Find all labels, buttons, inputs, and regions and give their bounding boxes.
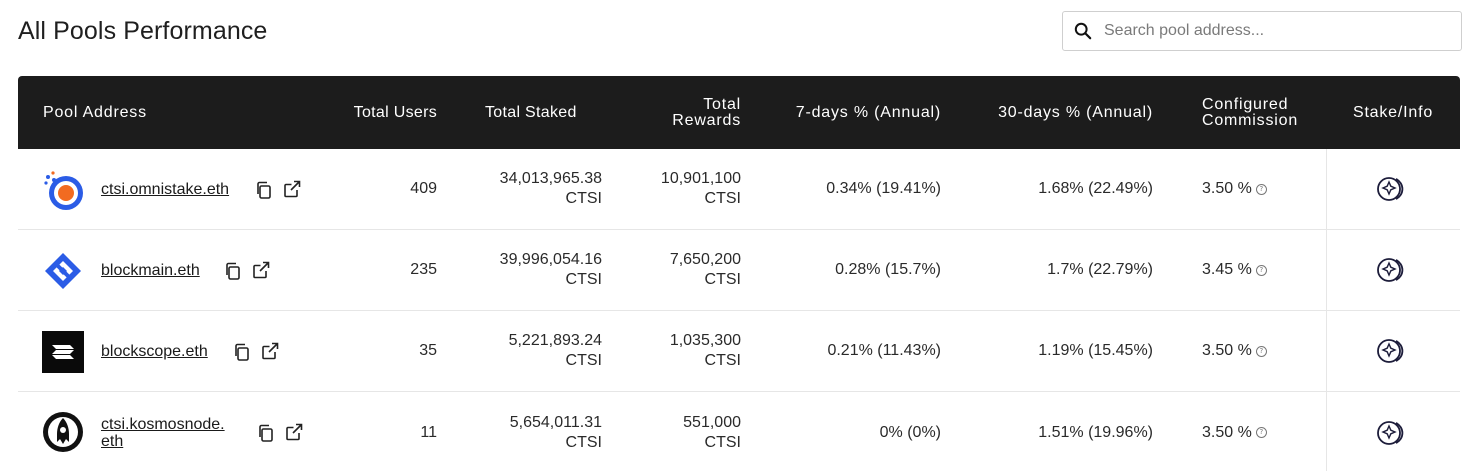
commission-value: 3.45 %? [1202, 230, 1322, 310]
total-rewards-amount: 1,035,300 [669, 332, 741, 349]
total-staked-unit: CTSI [565, 271, 602, 288]
copy-icon[interactable] [255, 181, 273, 199]
total-users-value: 409 [410, 180, 437, 197]
total-staked-value: 34,013,965.38 CTSI [468, 149, 602, 229]
header-commission[interactable]: Configured Commission [1202, 76, 1322, 149]
total-rewards-amount: 551,000 [683, 413, 741, 431]
commission-text: 3.50 % [1202, 180, 1252, 197]
total-rewards-unit: CTSI [704, 271, 741, 288]
total-rewards-value: 7,650,200 CTSI [621, 230, 741, 310]
external-link-icon[interactable] [252, 261, 270, 279]
search-box[interactable] [1062, 11, 1462, 51]
pool-link-line2: eth [101, 433, 124, 450]
stake-icon[interactable] [1376, 176, 1411, 202]
stake-info-cell [1326, 230, 1460, 310]
stake-info-cell [1326, 149, 1460, 229]
header-stake-info: Stake/Info [1352, 103, 1434, 121]
copy-icon[interactable] [257, 424, 275, 442]
total-staked-unit: CTSI [565, 352, 602, 369]
header-seven-days[interactable]: 7-days % (Annual) [795, 103, 941, 121]
search-input[interactable] [1104, 22, 1444, 40]
header-commission-line2: Commission [1202, 111, 1299, 129]
total-users-value: 35 [419, 342, 437, 359]
external-link-icon[interactable] [283, 180, 301, 198]
total-rewards-unit: CTSI [704, 352, 741, 369]
commission-text: 3.45 % [1202, 261, 1252, 278]
seven-days-value: 0.34% (19.41%) [826, 180, 941, 197]
total-rewards-amount: 10,901,100 [660, 170, 741, 187]
total-rewards-value: 1,035,300 CTSI [621, 311, 741, 391]
table-header: Pool Address Total Users Total Staked To… [18, 76, 1460, 149]
external-link-icon[interactable] [261, 342, 279, 360]
total-rewards-unit: CTSI [704, 190, 741, 207]
pool-link-line1: ctsi.kosmosnode. [101, 416, 225, 433]
header-total-staked[interactable]: Total Staked [485, 103, 577, 121]
omnistake-logo [44, 171, 83, 210]
thirty-days-value: 1.68% (22.49%) [1038, 180, 1153, 197]
commission-value: 3.50 %? [1202, 311, 1322, 391]
stake-icon[interactable] [1376, 338, 1411, 364]
total-rewards-value: 551,000 CTSI [621, 392, 741, 471]
total-staked-unit: CTSI [565, 433, 602, 451]
seven-days-value: 0.21% (11.43%) [827, 342, 941, 359]
total-staked-value: 5,221,893.24 CTSI [468, 311, 602, 391]
total-staked-value: 39,996,054.16 CTSI [468, 230, 602, 310]
total-staked-amount: 5,654,011.31 [509, 413, 602, 431]
commission-value: 3.50 %? [1202, 149, 1322, 229]
total-staked-amount: 39,996,054.16 [499, 251, 602, 268]
pool-link[interactable]: ctsi.kosmosnode. eth [101, 416, 225, 450]
pools-table: Pool Address Total Users Total Staked To… [18, 76, 1460, 471]
header-total-rewards-line1: Total [703, 95, 741, 113]
stake-icon[interactable] [1376, 420, 1411, 446]
blockmain-logo [45, 253, 81, 289]
seven-days-value: 0% (0%) [879, 423, 941, 441]
commission-text: 3.50 % [1202, 423, 1252, 441]
kosmosnode-logo [43, 412, 83, 452]
total-staked-amount: 34,013,965.38 [499, 170, 602, 187]
total-rewards-amount: 7,650,200 [669, 251, 741, 268]
total-users-value: 235 [410, 261, 437, 278]
copy-icon[interactable] [224, 262, 242, 280]
copy-icon[interactable] [233, 343, 251, 361]
pool-link[interactable]: blockmain.eth [101, 262, 200, 279]
info-icon[interactable]: ? [1255, 183, 1267, 195]
commission-text: 3.50 % [1202, 342, 1252, 359]
stake-icon[interactable] [1376, 257, 1411, 283]
thirty-days-value: 1.51% (19.96%) [1038, 423, 1153, 441]
total-staked-amount: 5,221,893.24 [508, 332, 602, 349]
thirty-days-value: 1.19% (15.45%) [1038, 342, 1153, 359]
stake-info-cell [1326, 311, 1460, 391]
table-row: ctsi.omnistake.eth 409 34,013,965.38 CTSI… [18, 149, 1460, 230]
header-pool-address[interactable]: Pool Address [43, 103, 147, 121]
seven-days-value: 0.28% (15.7%) [835, 261, 941, 278]
header-commission-line1: Configured [1202, 95, 1289, 113]
info-icon[interactable]: ? [1255, 427, 1267, 438]
external-link-icon[interactable] [285, 423, 303, 441]
info-icon[interactable]: ? [1255, 264, 1267, 276]
table-row: ctsi.kosmosnode. eth 11 5,654,011.31 CTSI… [18, 392, 1460, 471]
info-icon[interactable]: ? [1255, 345, 1267, 357]
table-row: blockscope.eth 35 5,221,893.24 CTSI 1,035… [18, 311, 1460, 392]
header-total-users[interactable]: Total Users [353, 103, 437, 121]
total-users-value: 11 [420, 423, 437, 441]
header-total-rewards-line2: Rewards [672, 111, 741, 129]
pool-link[interactable]: ctsi.omnistake.eth [101, 181, 230, 198]
commission-value: 3.50 %? [1202, 392, 1322, 471]
total-rewards-value: 10,901,100 CTSI [621, 149, 741, 229]
search-icon [1074, 22, 1092, 40]
thirty-days-value: 1.7% (22.79%) [1047, 261, 1153, 278]
page-title: All Pools Performance [18, 17, 268, 45]
stake-info-cell [1326, 392, 1460, 471]
total-staked-unit: CTSI [565, 190, 602, 207]
pool-link[interactable]: blockscope.eth [101, 343, 208, 360]
header-thirty-days[interactable]: 30-days % (Annual) [998, 103, 1153, 121]
table-row: blockmain.eth 235 39,996,054.16 CTSI 7,65… [18, 230, 1460, 311]
header-total-rewards[interactable]: Total Rewards [621, 76, 741, 149]
total-staked-value: 5,654,011.31 CTSI [468, 392, 602, 471]
total-rewards-unit: CTSI [704, 433, 741, 451]
blockscope-logo [42, 331, 84, 373]
